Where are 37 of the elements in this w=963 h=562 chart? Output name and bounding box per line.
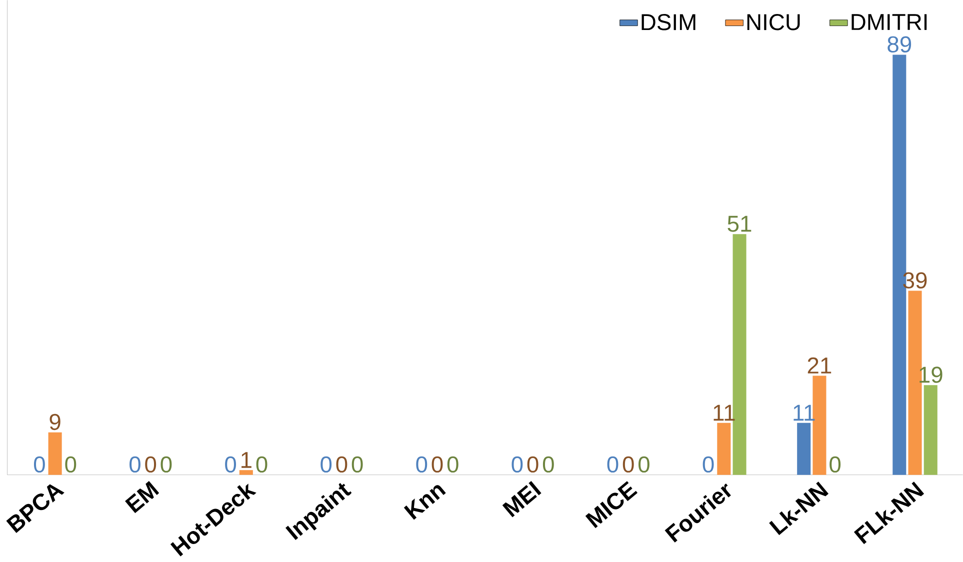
data-label: 0 [512,456,523,472]
data-label: 0 [432,456,443,472]
data-label: 9 [50,414,60,430]
x-tick-label: EM [125,480,160,513]
data-label: 51 [728,216,752,232]
data-label: 21 [808,357,832,374]
x-tick-label: Knn [404,484,446,520]
legend-label: DMITRI [852,14,927,30]
data-label: 0 [130,456,140,472]
bar [717,422,731,475]
legend-label: NICU [747,14,800,30]
bar [924,384,938,475]
data-label: 0 [622,456,634,472]
data-label: 0 [416,456,428,472]
data-label: 0 [256,456,268,472]
data-label: 0 [336,456,348,472]
x-tick-label: MEI [502,480,542,518]
data-label: 0 [542,456,554,472]
data-label: 0 [638,456,650,472]
data-label: 0 [225,456,236,472]
bar [797,422,811,475]
data-label: 0 [65,456,76,472]
bar [48,432,62,475]
data-label: 0 [702,456,714,472]
data-label: 0 [160,456,172,472]
bar [239,470,253,475]
data-label: 0 [320,456,332,472]
data-label: 0 [447,456,458,472]
data-label: 0 [34,456,45,472]
data-label: 0 [830,456,841,472]
data-label: 89 [888,36,912,52]
data-label: 0 [607,456,618,472]
data-label: 0 [527,456,538,472]
data-label: 1 [242,452,252,468]
data-label: 0 [145,456,156,472]
legend-label: DSIM [642,14,696,30]
data-label: 0 [352,456,363,472]
